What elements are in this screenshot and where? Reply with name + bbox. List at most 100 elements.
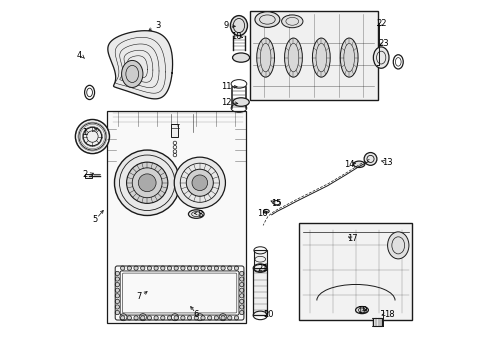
Ellipse shape	[281, 15, 302, 28]
Ellipse shape	[340, 38, 357, 77]
Circle shape	[115, 277, 119, 281]
Circle shape	[239, 277, 243, 281]
Ellipse shape	[230, 16, 247, 36]
Text: 4: 4	[76, 51, 81, 60]
Text: 18: 18	[383, 310, 393, 319]
Circle shape	[187, 316, 191, 320]
Circle shape	[115, 271, 119, 276]
Circle shape	[186, 169, 213, 196]
Ellipse shape	[121, 60, 143, 87]
Text: 23: 23	[378, 39, 389, 48]
Circle shape	[239, 271, 243, 276]
Circle shape	[140, 316, 145, 320]
Bar	[253, 250, 266, 268]
Circle shape	[147, 266, 151, 270]
Circle shape	[114, 150, 180, 216]
Circle shape	[239, 282, 243, 287]
Circle shape	[239, 288, 243, 292]
Circle shape	[192, 175, 207, 191]
Circle shape	[154, 266, 158, 270]
Circle shape	[200, 316, 205, 320]
Circle shape	[154, 316, 158, 320]
Circle shape	[147, 316, 151, 320]
Circle shape	[207, 266, 212, 270]
Polygon shape	[107, 31, 172, 99]
Circle shape	[239, 299, 243, 303]
Bar	[253, 268, 267, 316]
Circle shape	[363, 152, 376, 165]
Bar	[372, 318, 381, 326]
Circle shape	[239, 311, 243, 315]
Text: 14: 14	[343, 160, 354, 169]
Circle shape	[174, 316, 178, 320]
Text: 5: 5	[92, 215, 97, 224]
Circle shape	[140, 266, 145, 270]
Text: 7: 7	[136, 292, 142, 301]
Ellipse shape	[232, 98, 249, 106]
Circle shape	[174, 266, 178, 270]
Text: 8: 8	[197, 210, 202, 218]
Text: 15: 15	[271, 199, 281, 208]
Circle shape	[127, 316, 131, 320]
Circle shape	[134, 266, 138, 270]
Text: 9: 9	[224, 21, 228, 30]
Circle shape	[181, 316, 185, 320]
Text: 10: 10	[230, 32, 241, 41]
Ellipse shape	[256, 38, 274, 77]
Text: 22: 22	[376, 19, 386, 28]
Circle shape	[115, 282, 119, 287]
Bar	[299, 223, 411, 320]
Circle shape	[167, 266, 171, 270]
Ellipse shape	[232, 53, 249, 62]
Text: 16: 16	[256, 209, 267, 218]
Circle shape	[138, 174, 156, 192]
Text: 6: 6	[193, 310, 198, 319]
Circle shape	[239, 305, 243, 309]
Circle shape	[181, 266, 185, 270]
Circle shape	[167, 316, 171, 320]
Circle shape	[214, 266, 218, 270]
Text: 11: 11	[221, 82, 231, 91]
Circle shape	[214, 316, 218, 320]
Circle shape	[126, 162, 167, 203]
Circle shape	[239, 294, 243, 298]
Circle shape	[115, 305, 119, 309]
Ellipse shape	[355, 307, 368, 314]
Text: 2: 2	[82, 170, 88, 180]
Circle shape	[134, 316, 138, 320]
Text: 17: 17	[347, 235, 357, 243]
Ellipse shape	[387, 232, 408, 259]
Text: 13: 13	[381, 158, 392, 167]
Bar	[85, 174, 92, 178]
Circle shape	[227, 266, 231, 270]
Text: 1: 1	[82, 129, 88, 137]
Circle shape	[115, 294, 119, 298]
Circle shape	[115, 311, 119, 315]
Circle shape	[115, 288, 119, 292]
Ellipse shape	[255, 12, 279, 27]
Circle shape	[194, 266, 198, 270]
Circle shape	[200, 266, 205, 270]
Circle shape	[221, 316, 225, 320]
Ellipse shape	[312, 38, 330, 77]
Text: 19: 19	[356, 306, 366, 315]
Circle shape	[75, 120, 109, 154]
Circle shape	[207, 316, 212, 320]
Text: 20: 20	[263, 310, 273, 319]
Ellipse shape	[188, 210, 204, 218]
Circle shape	[115, 299, 119, 303]
Bar	[249, 11, 377, 100]
Ellipse shape	[353, 161, 364, 167]
Circle shape	[174, 157, 225, 208]
Circle shape	[160, 266, 165, 270]
Circle shape	[127, 266, 131, 270]
Circle shape	[160, 316, 165, 320]
Circle shape	[194, 316, 198, 320]
Circle shape	[234, 316, 238, 320]
Ellipse shape	[373, 47, 388, 68]
Text: 21: 21	[257, 263, 268, 273]
Bar	[171, 124, 178, 136]
Text: 3: 3	[155, 21, 160, 30]
Circle shape	[187, 266, 191, 270]
Circle shape	[227, 316, 231, 320]
